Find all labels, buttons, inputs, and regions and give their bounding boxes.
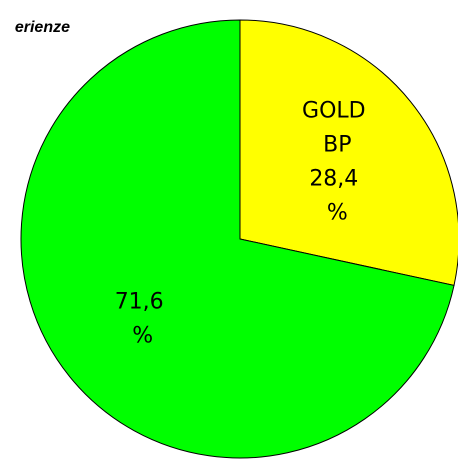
value-label: 28,4 % [309,167,365,226]
label-line: % [132,323,153,348]
pie-slice [239,19,458,287]
chart-title: erienze [15,19,70,36]
category-label: GOLD BP [302,99,373,158]
label-line: BP [323,133,351,158]
label-line: GOLD [302,99,373,124]
label-line: 71,6 [115,289,171,314]
value-label: 71,6 % [115,289,171,348]
label-line: % [327,201,348,226]
label-line: 28,4 [309,167,365,192]
pie-slice [20,19,455,459]
